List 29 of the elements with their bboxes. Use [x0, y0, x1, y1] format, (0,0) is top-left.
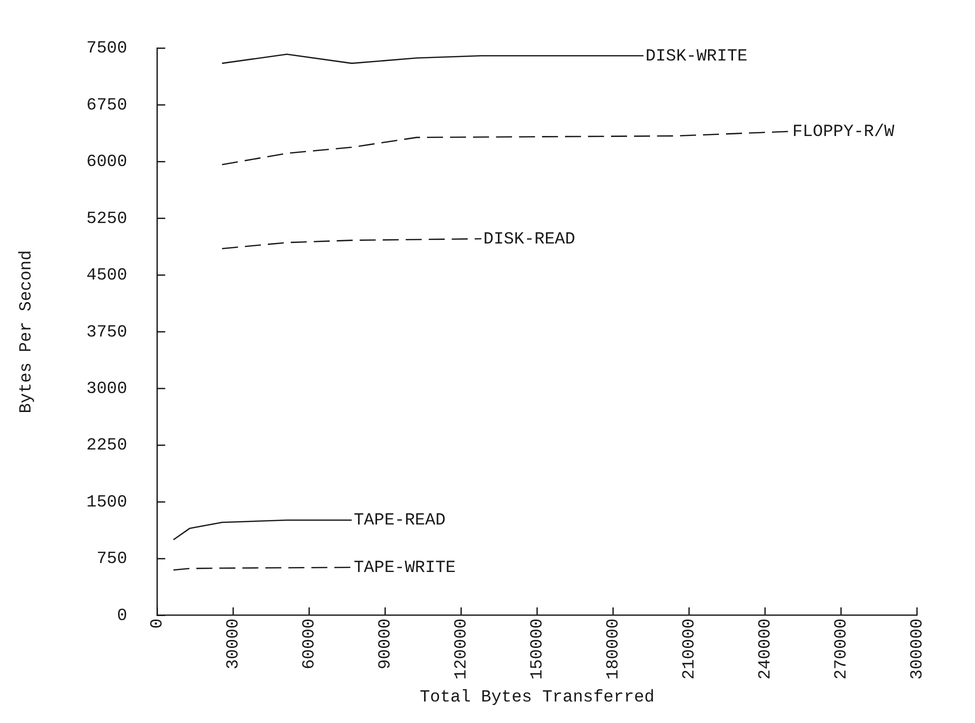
y-axis-title: Bytes Per Second: [18, 250, 37, 414]
x-tick-label: 120000: [452, 618, 472, 680]
x-tick-label: 180000: [604, 618, 624, 680]
y-tick-label: 3000: [86, 380, 128, 400]
x-tick-label: 30000: [224, 618, 244, 670]
x-tick-label: 240000: [756, 618, 776, 680]
y-tick-label: 2250: [86, 436, 128, 456]
y-tick-label: 5250: [86, 210, 128, 229]
y-tick-label: 3750: [86, 323, 128, 342]
y-tick-label: 6000: [86, 153, 128, 172]
y-tick-label: 7500: [86, 40, 128, 59]
x-tick-label: 60000: [300, 618, 320, 670]
x-axis-title: Total Bytes Transferred: [420, 688, 654, 708]
x-tick-label: 300000: [908, 618, 928, 680]
y-tick-label: 1500: [86, 493, 128, 512]
series-label: FLOPPY-R/W: [792, 122, 896, 142]
x-tick-label: 270000: [832, 618, 852, 680]
x-tick-label: 90000: [376, 618, 396, 670]
series-label: TAPE-WRITE: [354, 558, 456, 578]
y-tick-label: 6750: [86, 96, 128, 116]
x-tick-label: 150000: [528, 618, 548, 680]
series-label: TAPE-READ: [354, 512, 446, 531]
line-series: [221, 238, 482, 250]
y-tick-label: 4500: [86, 266, 128, 286]
x-tick-label: 0: [148, 618, 168, 629]
series-label: DISK-WRITE: [645, 47, 748, 66]
series-label: DISK-READ: [483, 230, 576, 250]
x-tick-label: 210000: [680, 618, 700, 680]
y-tick-label: 750: [96, 550, 128, 570]
